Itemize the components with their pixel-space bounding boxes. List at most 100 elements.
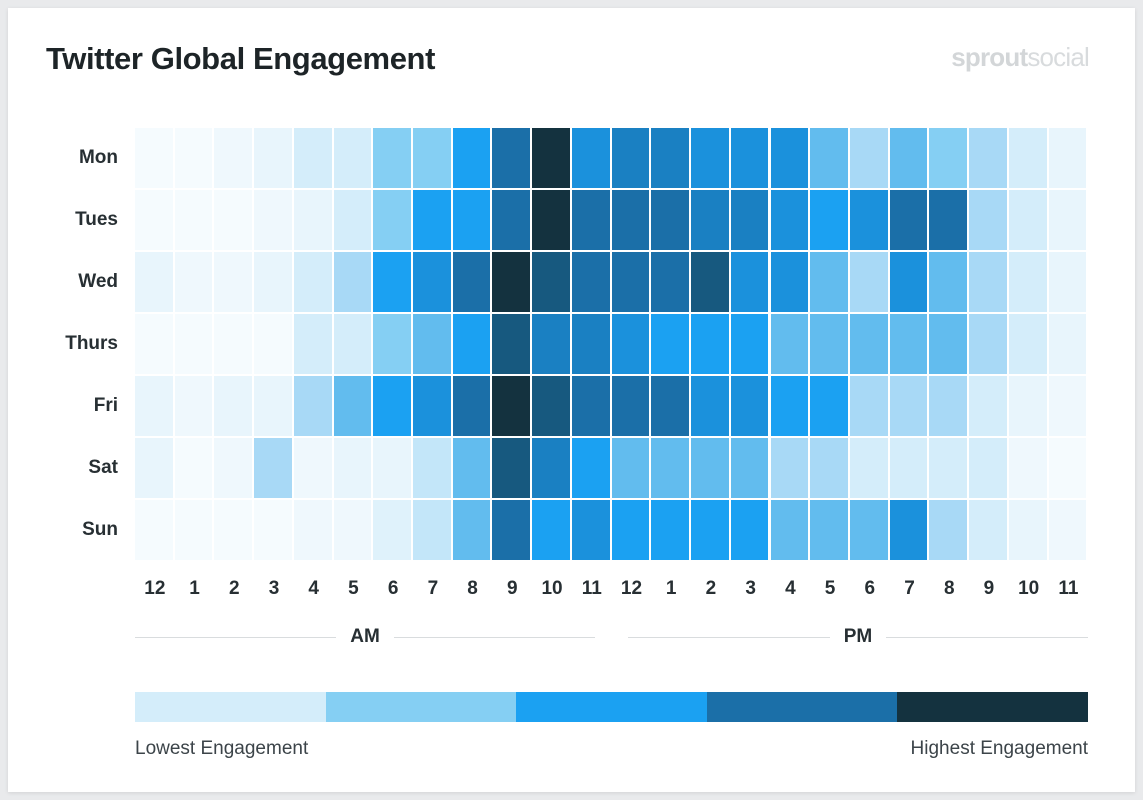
heatmap-cell [532,376,570,436]
heatmap-cell [770,376,809,436]
heatmap-cell [691,438,729,498]
day-label-fri: Fri [18,376,118,436]
heatmap-cell [1048,376,1087,436]
heatmap-cell [135,190,173,250]
day-label-mon: Mon [18,128,118,188]
logo-word-social: social [1027,42,1089,72]
heatmap-cell [770,128,809,188]
heatmap-cell [651,190,690,250]
heatmap-cell [571,128,610,188]
heatmap-cell [810,500,848,560]
heatmap-cell [969,190,1007,250]
am-group: AM [135,620,595,654]
heatmap-cell [214,314,253,374]
heatmap-cell [373,438,411,498]
heatmap-cell [293,128,332,188]
hour-label: 3 [268,578,280,599]
hour-label: 6 [387,578,399,599]
heatmap-cell [214,190,253,250]
heatmap-cell [810,314,848,374]
heatmap-cell [452,252,491,312]
heatmap-cell [929,190,968,250]
hour-label: 9 [507,578,518,599]
heatmap-cell [611,438,650,498]
legend-swatch-3 [516,692,707,722]
heatmap-cell [135,252,173,312]
day-label-sun: Sun [18,500,118,560]
hour-label: 2 [228,578,240,599]
legend-swatch-5 [897,692,1088,722]
heatmap-cell [651,314,690,374]
heatmap-cell [849,376,888,436]
heatmap-cell [929,252,968,312]
hour-label: 6 [864,578,876,599]
heatmap-cell [889,252,928,312]
heatmap-cell [810,128,848,188]
heatmap-cell [373,128,411,188]
heatmap-cell [174,128,213,188]
heatmap-cell [492,438,531,498]
legend-swatch-4 [706,692,898,722]
chart-card: Twitter Global Engagement sproutsocial M… [8,8,1135,792]
heatmap-cell [691,500,729,560]
heatmap-cell [452,500,491,560]
heatmap-cell [651,500,690,560]
heatmap-cell [611,314,650,374]
heatmap-cell [889,128,928,188]
heatmap-row: Mon [79,128,1088,190]
heatmap-cell [174,500,213,560]
heatmap-cell [810,438,848,498]
heatmap-cell [571,190,610,250]
pm-rule-left [628,636,830,638]
heatmap-cell [1048,438,1087,498]
page-title: Twitter Global Engagement [46,41,436,76]
legend-high-label: Highest Engagement [910,738,1088,759]
heatmap-cell [691,190,729,250]
hour-axis: 12 1 2 3 4 5 6 7 8 9 10 11 12 1 2 3 4 5 6 7 8 9 10 11 [135,578,1088,608]
heatmap-cell [413,438,451,498]
day-label-sat: Sat [18,438,118,498]
ampm-axis: AM PM [135,620,1088,654]
heatmap-cell [651,128,690,188]
heatmap-cell [254,314,292,374]
heatmap-cell [492,500,531,560]
heatmap-cell [452,376,491,436]
heatmap-cell [571,376,610,436]
heatmap-cell [532,438,570,498]
heatmap-cell [135,500,173,560]
heatmap-cell [413,190,451,250]
day-label-text: Mon [78,147,118,168]
hour-label: 1 [189,578,200,599]
heatmap-cell [214,376,253,436]
heatmap-cell [810,376,848,436]
logo-word-sprout: sprout [951,42,1028,72]
heatmap-cell [1008,252,1047,312]
heatmap-cell [1048,190,1087,250]
heatmap-cell [691,376,729,436]
color-legend-bar [135,692,1088,722]
legend-swatch-2 [325,692,517,722]
heatmap-cell [730,314,769,374]
heatmap-cell [691,252,729,312]
heatmap-cell [254,252,292,312]
heatmap-cell [333,376,372,436]
heatmap-cell [413,252,451,312]
heatmap-cell [1048,314,1087,374]
heatmap-cell [1048,500,1087,560]
heatmap-row: Tues [75,190,1088,252]
sproutsocial-logo: sproutsocial [951,42,1090,73]
heatmap-cell [373,500,411,560]
heatmap-cell [571,252,610,312]
hour-label: 8 [943,578,955,599]
hour-label: 4 [785,578,796,599]
heatmap-cell [730,128,769,188]
hour-label: 12 [144,578,166,599]
heatmap-cell [611,500,650,560]
heatmap-cell [293,376,332,436]
heatmap-cell [969,376,1007,436]
heatmap-cell [293,314,332,374]
pm-label: PM [843,626,873,647]
hour-label: 12 [620,578,643,599]
heatmap-cell [413,500,451,560]
